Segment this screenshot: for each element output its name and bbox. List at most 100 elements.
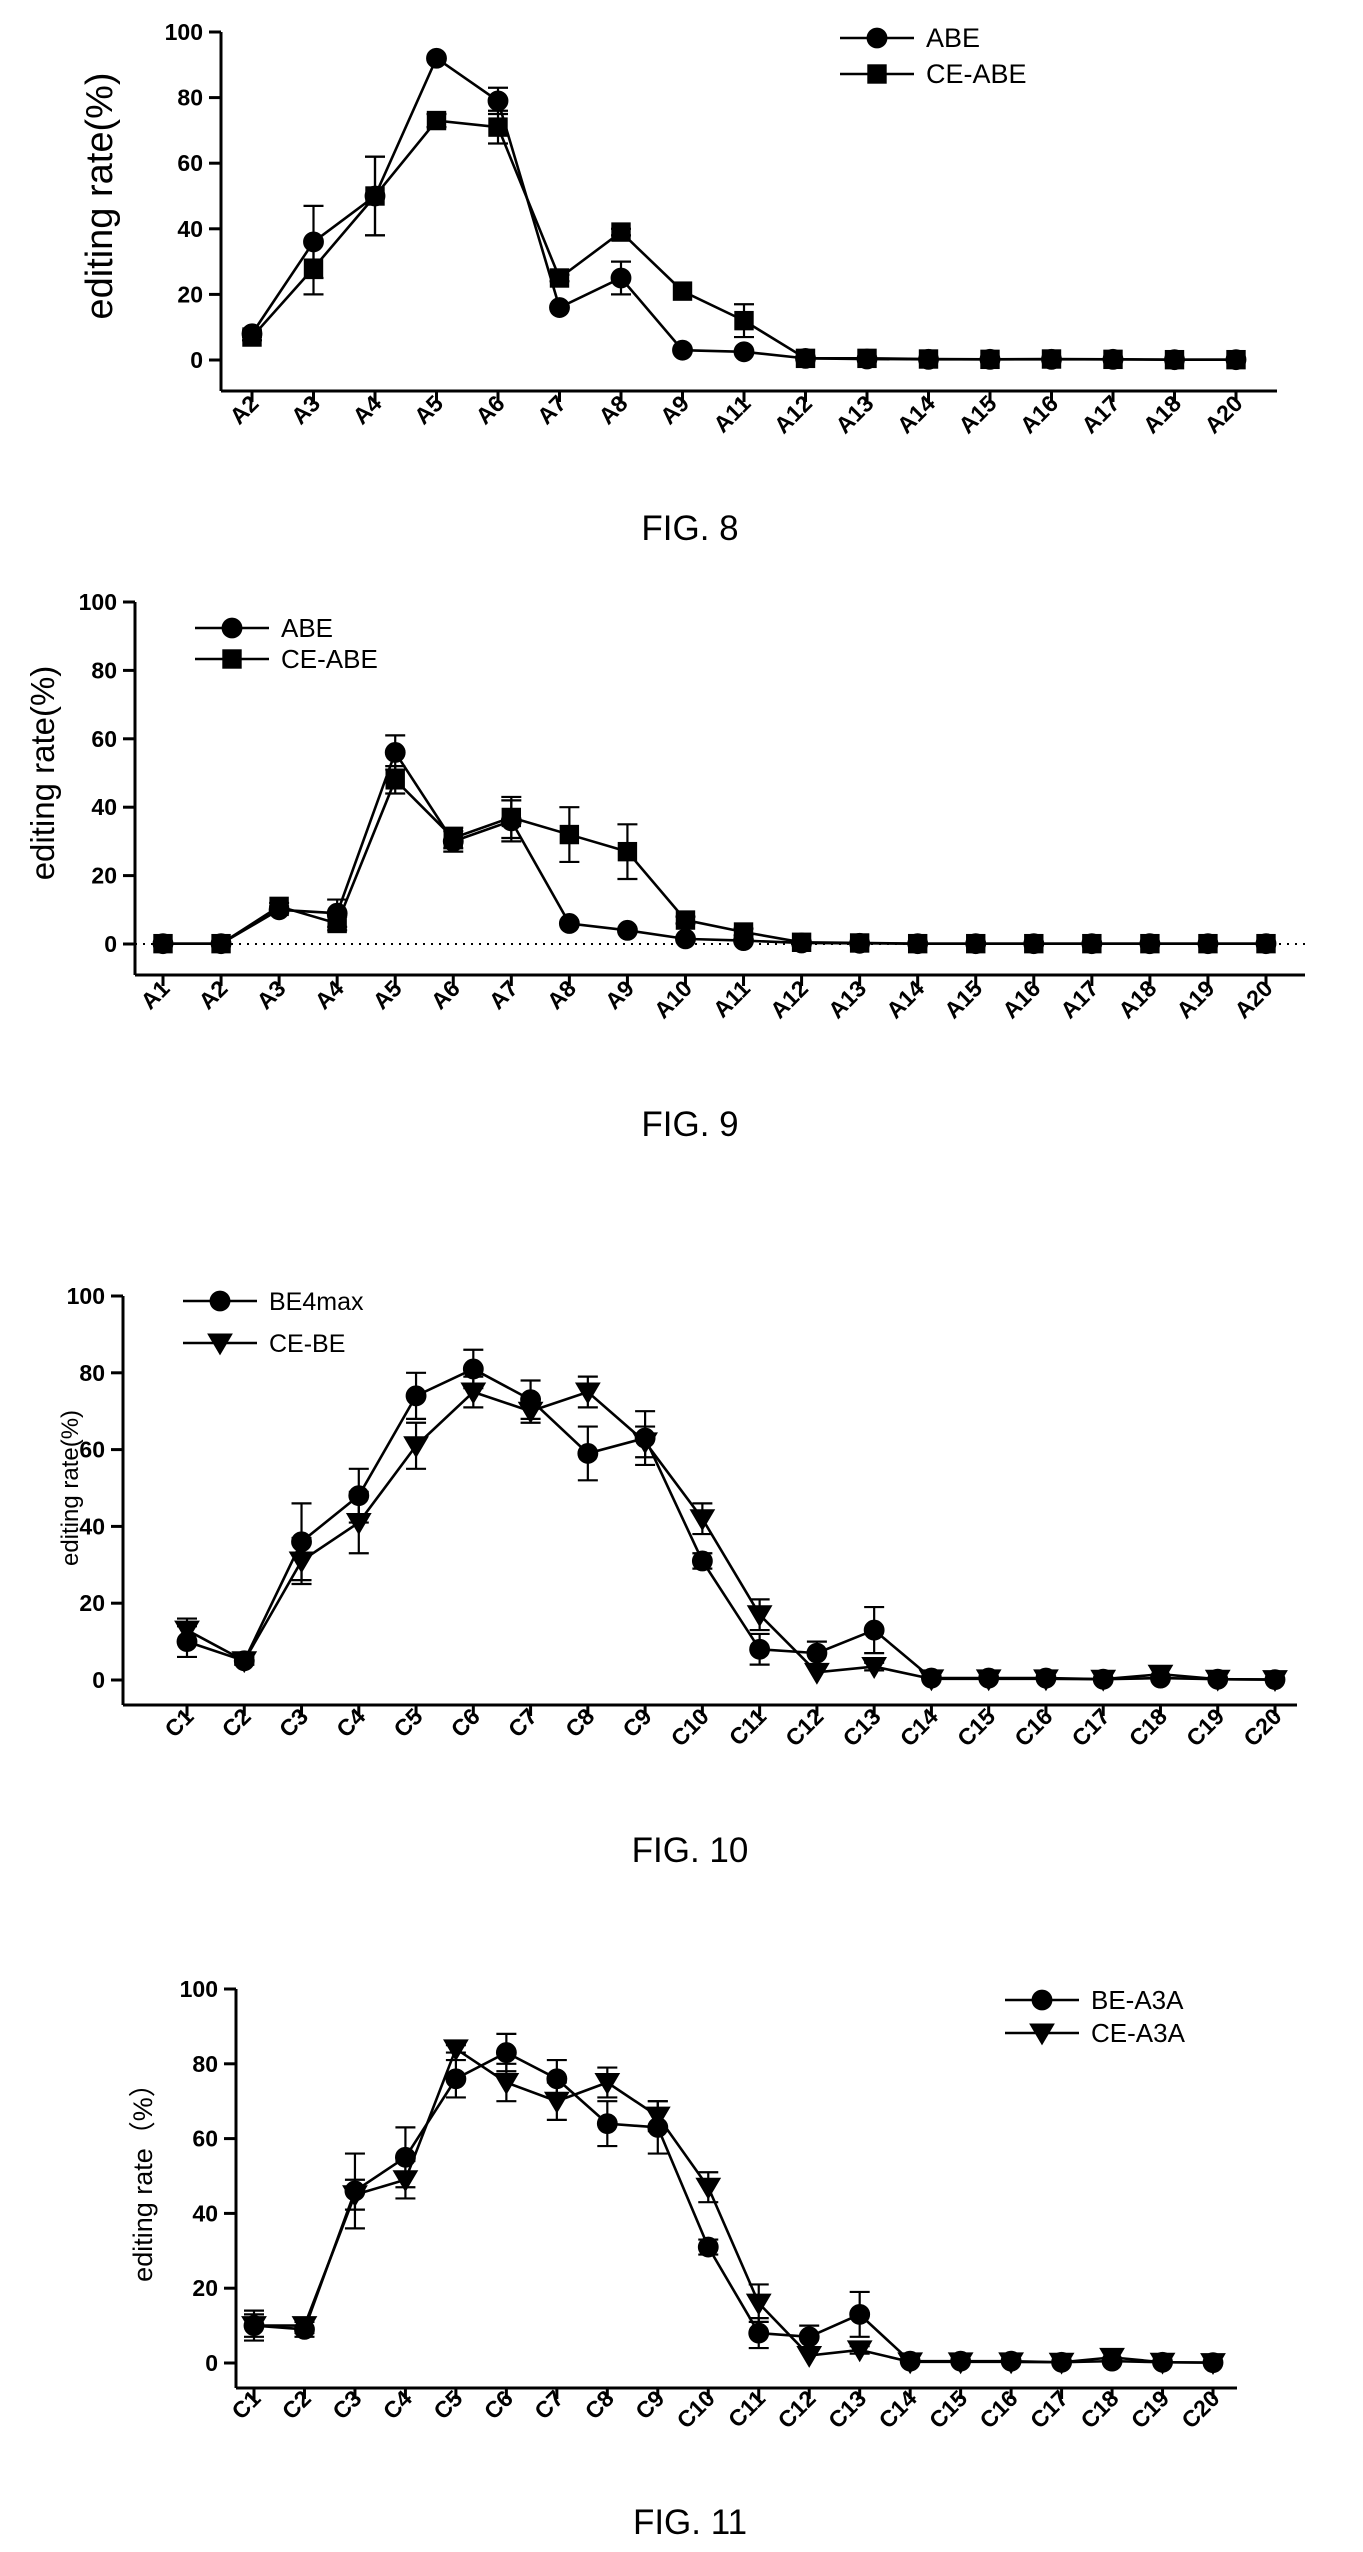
fig1-x-tick-label: A18 [1138,390,1186,438]
fig1-y-tick-label: 60 [177,150,203,176]
fig2-y-tick-label: 20 [91,863,117,889]
fig3-point-ce-be [517,1401,544,1424]
fig1-series-ce-abe [242,109,1246,370]
fig1-legend-label: CE-ABE [926,59,1027,89]
fig2-point-ce-abe [907,933,928,954]
fig4-y-tick-label: 20 [192,2275,218,2301]
fig2-point-ce-abe [617,841,638,862]
fig3-legend-marker-ce-be [207,1333,233,1356]
fig1-y-tick-label: 100 [165,19,203,45]
fig4-x-tick-label: C14 [873,2385,921,2433]
fig4-x-tick-label: C13 [823,2385,871,2433]
fig3-point-be4max [691,1550,713,1572]
fig3-series-line-ce-be [186,1390,1276,1681]
fig4-point-ce-a3a [291,2316,318,2338]
fig1-x-tick-label: A9 [655,390,694,429]
fig1-x-tick-label: A4 [347,390,386,429]
fig2-x-tick-label: A7 [484,975,523,1014]
fig1-point-abe [610,267,632,289]
fig3-legend-entry-ce-be: CE-BE [183,1330,345,1358]
fig2-legend-entry-abe: ABE [195,613,333,643]
fig4-point-ce-a3a [998,2352,1024,2375]
fig2-x-tick-label: A17 [1055,975,1103,1023]
fig1-point-abe [549,297,570,318]
fig3-point-be4max [749,1638,771,1660]
fig4-x-tick-label: C11 [723,2385,770,2432]
fig4-x-tick-label: C4 [378,2385,417,2424]
fig4-caption: FIG. 11 [633,2503,747,2542]
fig2-x-tick-label: A6 [426,975,465,1014]
fig3-x-tick-label: C1 [159,1703,198,1742]
fig2-y-tick-label: 60 [91,726,117,752]
fig2-point-abe [675,928,696,950]
fig2-x-tick-label: A20 [1229,975,1277,1023]
fig3-point-ce-be [975,1669,1002,1692]
fig3-caption: FIG. 10 [632,1831,749,1870]
fig2-point-ce-abe [733,922,754,942]
fig2-point-ce-abe [211,933,231,954]
fig2-point-ce-abe [153,933,173,954]
fig2-legend-marker-abe [221,617,243,639]
fig4-x-tick-label: C12 [773,2385,821,2433]
fig4-point-be-a3a [596,2113,618,2135]
fig2-x-tick-label: A19 [1171,975,1219,1023]
fig3-x-tick-label: C20 [1238,1703,1286,1751]
fig4-legend-label: BE-A3A [1091,1985,1184,2015]
fig3-x-tick-label: C15 [952,1703,1000,1751]
fig4-legend-marker-ce-a3a [1029,2023,1055,2046]
fig4-point-ce-a3a [796,2346,823,2368]
fig3-x-tick-label: C17 [1067,1703,1115,1751]
fig3-x-tick-label: C6 [446,1703,485,1742]
fig3-y-tick-label: 80 [79,1360,105,1386]
fig2-x-tick-label: A11 [708,975,755,1022]
fig3-point-ce-be [1033,1669,1059,1692]
fig2-legend-label: ABE [281,613,333,643]
fig4-y-tick-label: 80 [192,2051,218,2077]
fig4-x-tick-label: C17 [1025,2385,1073,2433]
fig3-x-tick-label: C18 [1124,1703,1172,1751]
fig1-x-tick-label: A16 [1015,390,1063,438]
fig3-x-tick-label: C2 [217,1703,256,1742]
fig3-point-ce-be [288,1551,315,1574]
fig3-point-ce-be [1204,1669,1231,1692]
fig1-point-ce-abe [672,281,693,301]
fig1-x-tick-label: A5 [409,390,448,429]
fig2-x-tick-label: A2 [193,975,232,1014]
fig3-point-ce-be [403,1436,429,1459]
fig1-legend-marker-abe [866,27,888,49]
fig2-x-tick-label: A1 [135,975,174,1014]
fig1-point-ce-abe [611,222,631,242]
fig1-y-tick-label: 80 [177,85,203,111]
fig4-point-be-a3a [495,2042,517,2064]
fig4-x-tick-label: C20 [1176,2385,1224,2433]
fig2-point-ce-abe [849,933,870,953]
fig4-legend-entry-ce-a3a: CE-A3A [1005,2018,1186,2048]
fig4-x-tick-label: C18 [1075,2385,1123,2433]
fig3-y-tick-label: 40 [79,1513,105,1539]
fig3-x-tick-label: C7 [503,1703,542,1742]
fig3-point-ce-be [345,1513,372,1535]
fig4-point-ce-a3a [1149,2352,1176,2375]
fig2-series-ce-abe [153,765,1276,954]
fig4-point-ce-a3a [745,2293,772,2316]
fig4-x-tick-label: C9 [630,2385,669,2424]
fig3-point-ce-be [460,1382,487,1405]
fig4-point-ce-a3a [897,2352,924,2375]
fig1-point-ce-abe [1103,349,1123,370]
fig4-point-ce-a3a [947,2352,974,2375]
fig3-point-ce-be [574,1382,601,1405]
fig4-x-tick-label: C10 [672,2385,720,2433]
fig1-x-tick-label: A13 [830,390,878,438]
fig1-y-axis-label: editing rate(%) [79,72,121,319]
fig3-series-line-be4max [186,1367,1276,1681]
fig2-x-tick-label: A3 [251,975,290,1014]
fig1-y-tick-label: 0 [190,347,203,373]
fig2-series-abe [152,734,1277,955]
fig3-y-tick-label: 20 [79,1590,105,1616]
fig2-y-tick-label: 0 [104,931,117,957]
fig1-legend-entry-ce-abe: CE-ABE [840,59,1027,89]
fig4-series-be-a3a [243,2032,1224,2374]
fig1-y-tick-label: 40 [177,216,203,242]
